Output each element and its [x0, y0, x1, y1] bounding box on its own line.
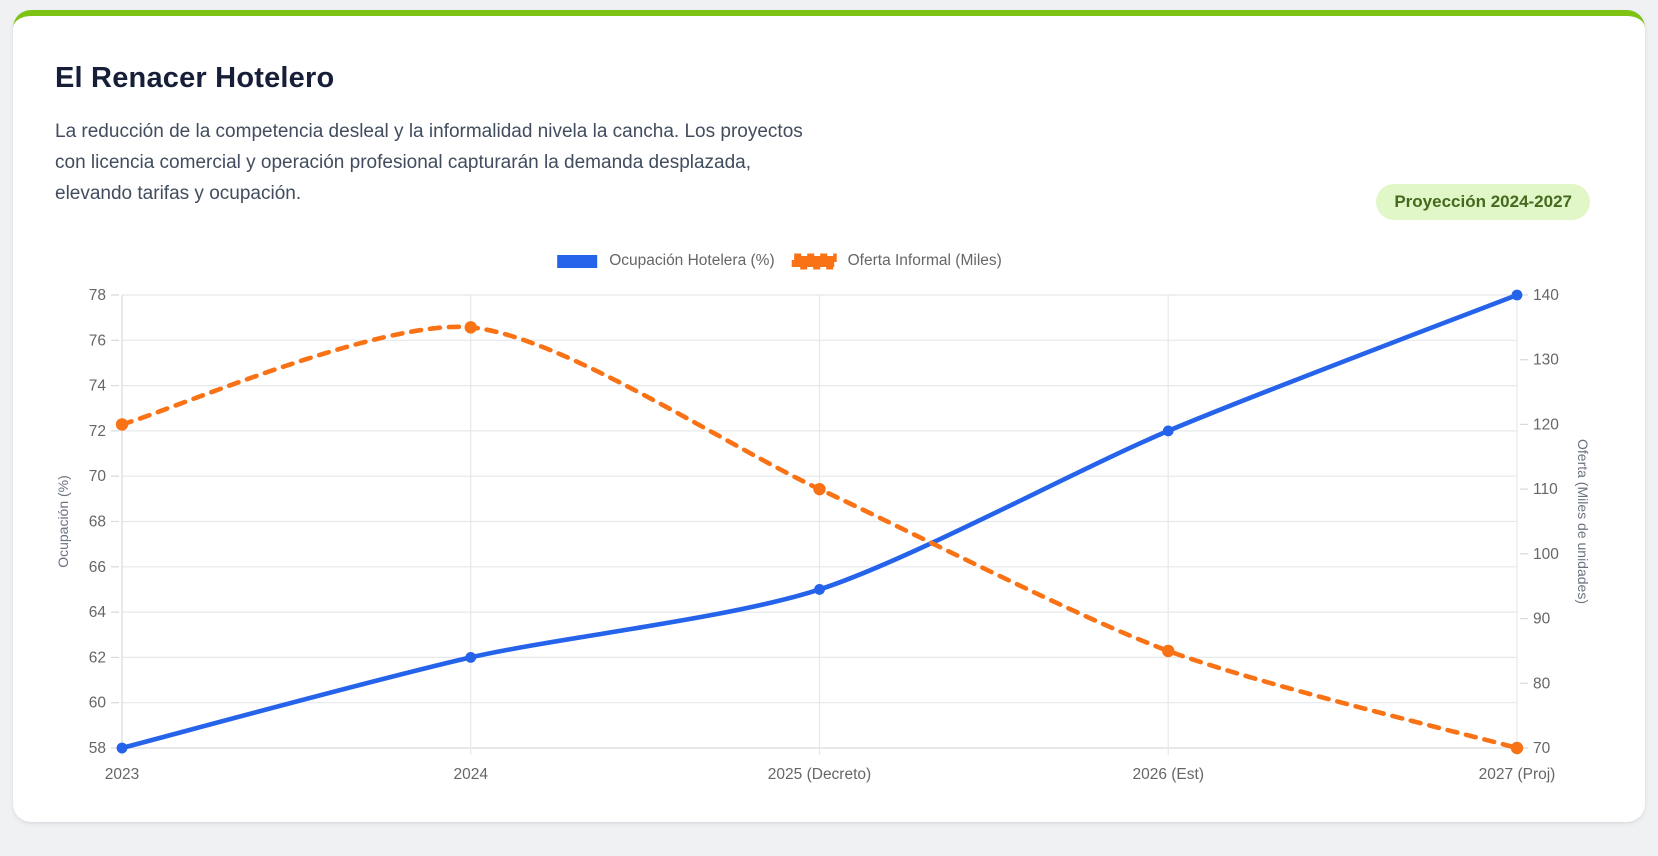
- x-axis-label: 2027 (Proj): [1479, 766, 1556, 783]
- series-point-1: [1162, 644, 1175, 658]
- right-tick-label: 100: [1533, 546, 1559, 563]
- page-title: El Renacer Hotelero: [55, 62, 335, 94]
- series-point-0: [116, 742, 128, 754]
- x-axis-label: 2024: [454, 766, 489, 783]
- legend-label-ocupacion: Ocupación Hotelera (%): [609, 252, 775, 269]
- left-tick-label: 70: [89, 468, 107, 485]
- legend-swatch-dashed-icon: [792, 253, 838, 270]
- left-tick-label: 78: [89, 287, 106, 304]
- projection-badge: Proyección 2024-2027: [1376, 184, 1590, 220]
- legend-item-oferta[interactable]: Oferta Informal (Miles): [791, 250, 1002, 272]
- left-tick-label: 58: [89, 740, 106, 757]
- left-tick-label: 68: [89, 514, 106, 531]
- series-point-0: [1511, 289, 1523, 301]
- right-tick-label: 70: [1533, 740, 1551, 757]
- line-chart: 58 60 62 64 66 68 70 72 74 76 78 70 80 90 100 110 120 130…: [55, 287, 1591, 783]
- right-tick-label: 80: [1533, 675, 1551, 692]
- chart-legend: Ocupación Hotelera (%) Oferta Informal (…: [554, 250, 1002, 272]
- right-tick-label: 90: [1533, 611, 1551, 628]
- left-tick-label: 74: [89, 378, 107, 395]
- left-tick-label: 62: [89, 649, 106, 666]
- left-tick-label: 60: [89, 695, 107, 712]
- left-tick-label: 64: [89, 604, 107, 621]
- series-point-1: [464, 321, 477, 334]
- right-tick-label: 110: [1533, 481, 1558, 498]
- x-axis-label: 2023: [105, 766, 139, 783]
- page-description: La reducción de la competencia desleal y…: [55, 116, 803, 209]
- x-axis-label: 2026 (Est): [1132, 766, 1204, 783]
- legend-label-oferta: Oferta Informal (Miles): [847, 252, 1002, 269]
- right-axis-title: Oferta (Miles de unidades): [1575, 439, 1591, 604]
- series-point-0: [465, 652, 477, 663]
- right-tick-label: 140: [1533, 287, 1559, 304]
- description-line-1: La reducción de la competencia desleal y…: [55, 121, 803, 142]
- series-point-1: [115, 418, 129, 431]
- left-axis-title: Ocupación (%): [55, 475, 71, 568]
- series-point-1: [1510, 741, 1524, 755]
- series-point-0: [814, 584, 825, 595]
- description-line-2: con licencia comercial y operación profe…: [55, 152, 752, 173]
- series-point-0: [1162, 425, 1174, 437]
- x-axis-label: 2025 (Decreto): [768, 766, 871, 783]
- series-point-1: [813, 482, 826, 496]
- left-tick-label: 66: [89, 559, 106, 576]
- right-tick-label: 120: [1533, 416, 1559, 433]
- left-tick-label: 76: [89, 332, 106, 349]
- left-tick-label: 72: [89, 423, 106, 440]
- legend-item-ocupacion[interactable]: Ocupación Hotelera (%): [554, 251, 775, 271]
- description-line-3: elevando tarifas y ocupación.: [55, 183, 302, 204]
- chart-card: El Renacer Hotelero La reducción de la c…: [13, 10, 1645, 822]
- legend-swatch-solid-icon: [557, 255, 598, 268]
- right-tick-label: 130: [1533, 352, 1559, 369]
